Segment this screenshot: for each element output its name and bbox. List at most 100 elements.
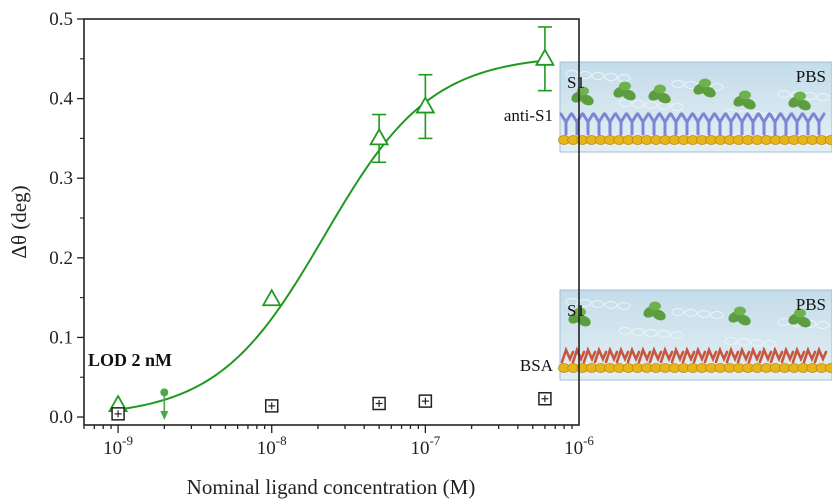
buffer-bubble [697,310,711,318]
antibody [801,112,815,136]
x-tick-label: 10-7 [410,433,440,459]
antibody [614,112,628,136]
bsa-protein [560,346,575,364]
antigen-blob [702,86,716,98]
antibody [592,112,606,136]
antigen-blob [649,301,661,311]
y-tick-label: 0.4 [49,89,73,110]
buffer-bubble [710,83,724,91]
antigen-blob [797,316,811,328]
buffer-bubble [617,74,631,82]
y-tick-label: 0.0 [49,407,73,428]
antibody [790,112,804,136]
antibody [603,112,617,136]
buffer-bubble [644,101,658,109]
bsa-protein [703,346,718,364]
bsa-protein [758,346,773,364]
antibody [680,112,694,136]
antibody [581,112,595,136]
bsa-protein [681,346,696,364]
bsa-protein [604,346,619,364]
schematic-panels: S1 PBS anti-S1 S1 PBS BSA [504,61,832,381]
x-axis-label: Nominal ligand concentration (M) [187,475,476,499]
antibody [636,112,650,136]
buffer-bubble [631,100,645,108]
buffer-bubble [618,99,632,107]
buffer-bubble [763,340,777,348]
plot-frame [83,18,580,426]
buffer-bubble [763,112,777,120]
antibody [625,112,639,136]
buffer-bubble [724,337,738,345]
buffer-bubble [684,309,698,317]
buffer-bubble [604,301,618,309]
data-point-triangle [415,95,436,114]
y-axis-label: Δθ (deg) [7,185,31,258]
bsa-protein [637,346,652,364]
buffer-bubble [750,111,764,119]
y-tick-label: 0.2 [49,248,73,269]
antibody [691,112,705,136]
antibody [559,112,573,136]
bsa-protein [648,346,663,364]
antigen-blob [577,315,591,327]
gold-particle [824,135,832,145]
bsa-protein [670,346,685,364]
antigen-blob [699,78,711,88]
bsa-protein [791,346,806,364]
buffer-bubble [618,327,632,335]
analyte-label: S1 [567,301,585,320]
bsa-protein [780,346,795,364]
bsa-protein [626,346,641,364]
bsa-protein [747,346,762,364]
receptor-label: anti-S1 [504,106,553,125]
data-point-triangle [369,127,390,146]
receptor-label: BSA [520,356,554,375]
antibody [768,112,782,136]
antibody [746,112,760,136]
antibody [812,112,826,136]
buffer-bubble [565,70,579,78]
buffer-bubble [816,321,830,329]
buffer-bubble [671,308,685,316]
buffer-bubble [710,311,724,319]
antibody [669,112,683,136]
data-point-triangle [534,47,555,66]
antigen-blob [577,86,589,96]
bsa-protein [736,346,751,364]
bsa-protein [813,346,828,364]
antibody [757,112,771,136]
x-axis-ticks: 10-9 10-8 10-7 10-6 [83,425,594,459]
antigen-blob [794,91,806,101]
buffer-bubble [565,298,579,306]
buffer-bubble [657,330,671,338]
lod-label: LOD 2 nM [88,350,172,370]
antibody [647,112,661,136]
data-point-triangle [261,288,282,307]
buffer-bubble [816,93,830,101]
fit-curve [117,59,546,411]
buffer-bubble [670,103,684,111]
buffer-label: PBS [796,295,826,314]
antigen-blob [580,94,594,106]
x-tick-label: 10-6 [564,433,594,459]
antigen-blob [652,309,666,321]
antigen-blob [739,90,751,100]
bsa-protein [582,346,597,364]
y-tick-label: 0.3 [49,168,73,189]
lod-point [160,388,169,397]
lod-arrow-head [160,411,169,420]
antigen-blob [797,99,811,111]
antigen-blob [742,98,756,110]
buffer-bubble [671,80,685,88]
bsa-protein [769,346,784,364]
y-axis-ticks: 0.0 0.1 0.2 0.3 0.4 0.5 [49,9,84,428]
bsa-protein [725,346,740,364]
antibody [724,112,738,136]
panel-bsa: S1 PBS BSA [520,289,832,381]
bsa-protein [802,346,817,364]
antigen-blob [794,308,806,318]
buffer-bubble [750,339,764,347]
x-tick-label: 10-8 [257,433,287,459]
